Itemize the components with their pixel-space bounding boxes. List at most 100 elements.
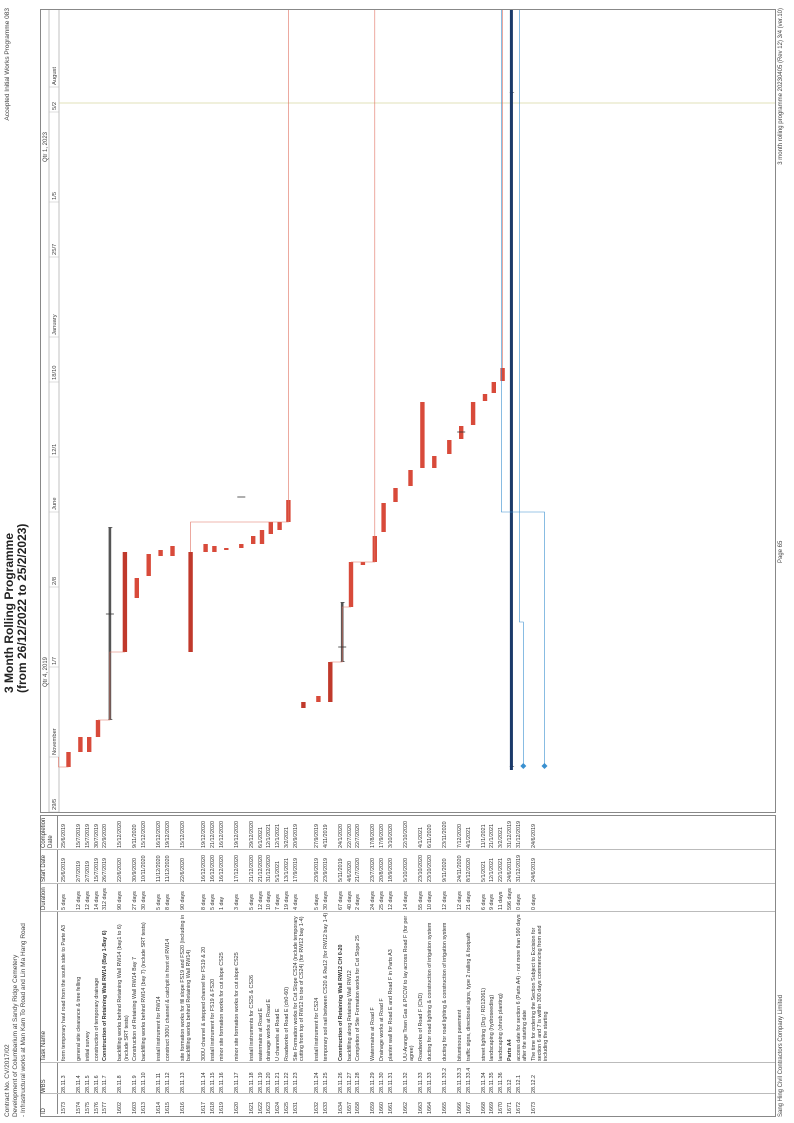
row-id: 1662 <box>403 1102 409 1114</box>
row-completion: 20/9/2019 <box>292 824 299 848</box>
row-task-name: landscaping (hydroseeding) <box>489 994 496 1061</box>
task-bar <box>134 578 139 598</box>
row-task-name: Drainage works at Road F <box>379 998 386 1061</box>
row-wbs: 28.12.2 <box>530 1075 537 1093</box>
table-row: 1663 28.11.33 Roadworks of Road F (ChD) 55 … <box>418 816 427 1116</box>
row-task-name: Construction of Retaining Wall RW14 Bay … <box>132 957 139 1061</box>
row-task-name: Roadworks of Road E (ch0-60) <box>284 986 290 1061</box>
dependency-link <box>330 606 351 663</box>
row-duration: 90 days <box>117 891 124 910</box>
row-start: 9/11/2020 <box>441 858 448 882</box>
row-id: 1616 <box>180 1102 186 1114</box>
row-duration: 3 days <box>233 894 240 910</box>
row-start: 4/6/2020 <box>346 861 353 882</box>
timescale-bottom-label: 25/7 <box>52 244 58 255</box>
row-id: 1667 <box>465 1102 472 1114</box>
row-task-name: backfilling along Retaining Wall RW12 <box>346 970 353 1061</box>
row-wbs: 28.11.22 <box>284 1072 290 1093</box>
row-wbs: 28.11.26 <box>337 1072 344 1093</box>
row-task-name: landscaping (shrub planting) <box>498 993 505 1061</box>
row-start: 2/7/2019 <box>84 861 91 882</box>
table-row: 1615 28.11.12 construct 300U channel & cat… <box>165 816 180 1116</box>
row-wbs: 28.11.33.4 <box>465 1067 472 1093</box>
task-bar <box>360 562 366 565</box>
row-completion: 3/2/2021 <box>284 827 290 848</box>
task-bar <box>87 737 92 752</box>
row-id: 1622 <box>257 1102 264 1114</box>
row-wbs: 28.12 <box>507 1079 513 1094</box>
row-task-name: install instrument for CS24 <box>314 997 320 1061</box>
summary-bar-end <box>340 602 346 604</box>
row-wbs: 28.11.12 <box>165 1072 171 1093</box>
row-id: 1633 <box>322 1102 329 1114</box>
table-row: 1619 28.11.16 minor site formation works f… <box>219 816 234 1116</box>
row-id: 1665 <box>441 1102 448 1114</box>
row-completion: 17/8/2020 <box>370 824 377 848</box>
row-id: 1658 <box>355 1102 362 1114</box>
summary-bar <box>108 527 112 720</box>
table-row: 1574 28.11.4 general site clearance & tree… <box>76 816 85 1116</box>
row-duration: 40 days <box>346 891 353 910</box>
row-completion: 30/7/2019 <box>93 824 100 848</box>
task-bar <box>188 552 193 652</box>
row-task-name: install instrument for RW14 <box>156 996 163 1061</box>
table-row: 1666 28.11.33.3 bituminous pavement 12 days… <box>457 816 466 1116</box>
row-duration: 9 days <box>489 894 496 910</box>
row-id: 1663 <box>418 1102 424 1114</box>
row-duration: 12 days <box>388 891 394 910</box>
timescale-bottom-label: 1/7 <box>52 657 58 665</box>
row-duration: 12 days <box>76 891 82 910</box>
row-duration: 12 days <box>456 891 463 910</box>
summary-bar-end <box>107 718 113 720</box>
table-row: 1671 28.12 Parts A4 596 days 24/6/2019 31/12/… <box>507 816 516 1116</box>
row-completion: 15/12/2020 <box>141 821 148 848</box>
row-duration: 10 days <box>266 891 273 910</box>
row-wbs: 28.11.7 <box>102 1075 109 1093</box>
header-task-name: Task Name <box>41 911 58 1061</box>
row-completion: 31/12/2019 <box>515 821 522 848</box>
row-id: 1660 <box>379 1102 386 1114</box>
contract-line-1: Contract No. CV/2017/02 <box>4 1044 11 1117</box>
row-task-name: temporary soil nail between CS20 & Rw12 … <box>322 912 329 1061</box>
row-wbs: 28.11.4 <box>76 1075 82 1093</box>
row-start: 5/1/2021 <box>275 861 282 882</box>
task-bar <box>432 456 437 468</box>
row-id: 1632 <box>314 1102 320 1114</box>
task-bar <box>491 382 497 393</box>
row-completion: 15/12/2020 <box>180 821 186 848</box>
row-wbs: 28.11.32 <box>403 1072 409 1093</box>
task-bar <box>348 562 354 607</box>
contract-line-2: Development of Columbarium at Sandy Ridg… <box>12 954 19 1117</box>
row-task-name: Parts A4 <box>507 1039 513 1061</box>
timescale-top-label: Qtr 4, 2019 <box>43 656 49 687</box>
table-row: 1633 28.11.25 temporary soil nail between … <box>323 816 338 1116</box>
row-completion: 4/1/2021 <box>465 827 472 848</box>
table-row: 1658 28.11.28 Completion of Site Formation… <box>355 816 370 1116</box>
row-start: 24/6/2019 <box>530 858 537 882</box>
task-bar <box>328 662 333 702</box>
row-wbs: 28.11.21 <box>275 1072 282 1093</box>
table-row: 1657 28.11.27 backfilling along Retaining … <box>347 816 356 1116</box>
row-duration: 8 days <box>165 894 171 910</box>
row-id: 1614 <box>156 1102 163 1114</box>
row-task-name: construction of temporary drainage <box>93 977 100 1061</box>
footer-company: Sang Hing Civil Contractors Company Limi… <box>778 994 784 1117</box>
row-wbs: 28.11.6 <box>93 1075 100 1093</box>
task-bar <box>301 702 306 708</box>
row-start: 11/12/2020 <box>165 855 171 882</box>
row-duration: 5 days <box>210 894 216 910</box>
row-start: 22/6/2020 <box>180 858 186 882</box>
gantt-chart: Qtr 4, 2019 Qtr 1, 2023 29/5 November 1/7 2/8… <box>40 9 776 813</box>
table-row: 1634 28.11.26 Construction of Retaining Wa… <box>338 816 347 1116</box>
row-task-name: watermains at Road E <box>257 1007 264 1061</box>
table-row: 1631 28.11.23 Site Formation works for Cut… <box>293 816 314 1116</box>
row-wbs: 28.11.24 <box>314 1072 320 1093</box>
row-completion: 3/10/2020 <box>388 824 394 848</box>
table-row: 1620 28.11.17 minor site formation works f… <box>234 816 249 1116</box>
timescale-bottom-label: 18/10 <box>52 365 58 380</box>
table-row: 1669 28.11.35 landscaping (hydroseeding) 9 … <box>489 816 498 1116</box>
row-duration: 30 days <box>141 891 148 910</box>
row-id: 1618 <box>210 1102 216 1114</box>
row-start: 24/11/2020 <box>456 855 463 882</box>
